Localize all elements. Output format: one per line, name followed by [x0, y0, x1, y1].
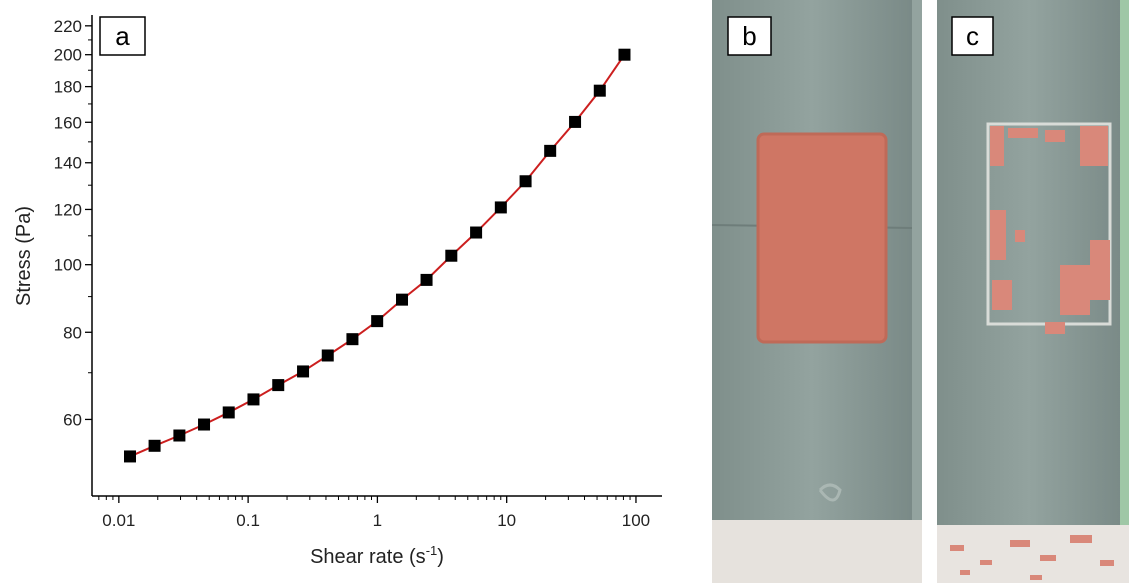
data-point [494, 201, 507, 214]
x-axis-title: Shear rate (s-1) [310, 543, 444, 568]
data-point [124, 450, 137, 463]
data-point [148, 439, 161, 452]
data-point [173, 429, 186, 442]
y-tick-label: 100 [54, 256, 82, 275]
data-point [346, 333, 359, 346]
x-tick-label: 0.1 [236, 511, 260, 530]
x-axis-title-text: Shear rate (s [310, 546, 426, 568]
data-point [371, 315, 384, 328]
data-point [321, 349, 334, 362]
data-point [198, 418, 211, 431]
photo-c: c [937, 0, 1129, 583]
data-point [247, 393, 260, 406]
x-tick-label: 100 [622, 511, 650, 530]
data-point [396, 293, 409, 306]
panel-label: b [742, 21, 756, 51]
photo-b: b [711, 0, 922, 583]
x-tick-label: 0.01 [102, 511, 135, 530]
fit-line [129, 54, 626, 458]
data-point [222, 406, 235, 419]
data-point [297, 365, 310, 378]
data-point [420, 273, 433, 286]
data-point [272, 379, 285, 392]
data-point [470, 226, 483, 239]
x-tick-label: 10 [497, 511, 516, 530]
y-tick-label: 60 [63, 410, 82, 429]
x-tick-label: 1 [373, 511, 382, 530]
y-axis-title: Stress (Pa) [13, 206, 35, 306]
panel-label: c [966, 21, 979, 51]
panel-label: a [115, 21, 130, 51]
chart: a Stress (Pa) Shear rate (s-1) 0.01 0.1 1 1… [13, 15, 662, 568]
y-tick-label: 220 [54, 17, 82, 36]
y-tick-label: 140 [54, 154, 82, 173]
data-point [593, 84, 606, 97]
y-tick-label: 200 [54, 46, 82, 65]
y-tick-label: 80 [63, 323, 82, 342]
x-axis-title-tail: ) [437, 546, 444, 568]
y-tick-label: 180 [54, 78, 82, 97]
data-point [618, 48, 631, 61]
x-axis-title-sup: -1 [426, 543, 438, 558]
y-tick-label: 160 [54, 113, 82, 132]
y-tick-label: 120 [54, 200, 82, 219]
data-point [569, 115, 582, 128]
data-point [445, 249, 458, 262]
data-point [544, 144, 557, 157]
data-point [519, 175, 532, 188]
